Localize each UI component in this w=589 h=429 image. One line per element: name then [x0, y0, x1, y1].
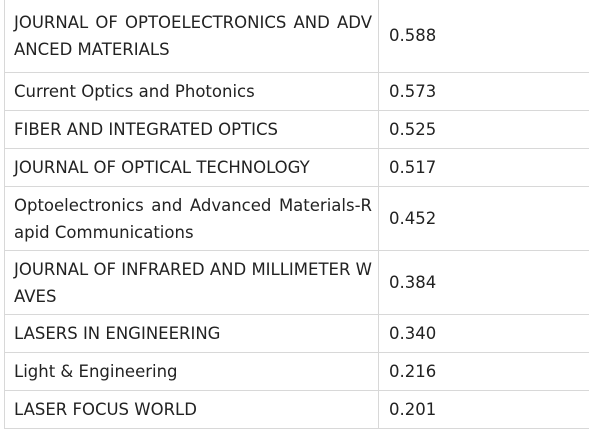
journal-score-cell: 0.216: [379, 353, 589, 391]
table-row: Optoelectronics and Advanced Materials-R…: [5, 187, 589, 251]
journal-name-cell: LASERS IN ENGINEERING: [5, 315, 379, 353]
journal-name-cell: JOURNAL OF OPTOELECTRONICS AND ADVANCED …: [5, 0, 379, 73]
journal-score-cell: 0.588: [379, 0, 589, 73]
journal-name-cell: Optoelectronics and Advanced Materials-R…: [5, 187, 379, 251]
journal-name-cell: LASER FOCUS WORLD: [5, 391, 379, 429]
journal-score-cell: 0.201: [379, 391, 589, 429]
table-row: JOURNAL OF OPTOELECTRONICS AND ADVANCED …: [5, 0, 589, 73]
journal-name-cell: JOURNAL OF OPTICAL TECHNOLOGY: [5, 149, 379, 187]
journal-name-cell: Light & Engineering: [5, 353, 379, 391]
journal-score-cell: 0.517: [379, 149, 589, 187]
table-row: JOURNAL OF OPTICAL TECHNOLOGY 0.517: [5, 149, 589, 187]
table-row: LASERS IN ENGINEERING 0.340: [5, 315, 589, 353]
journal-name-cell: JOURNAL OF INFRARED AND MILLIMETER WAVES: [5, 251, 379, 315]
journal-score-cell: 0.573: [379, 73, 589, 111]
journal-score-cell: 0.340: [379, 315, 589, 353]
journal-score-cell: 0.525: [379, 111, 589, 149]
table-row: Light & Engineering 0.216: [5, 353, 589, 391]
journal-score-table: JOURNAL OF OPTOELECTRONICS AND ADVANCED …: [4, 0, 589, 429]
journal-score-cell: 0.452: [379, 187, 589, 251]
journal-score-cell: 0.384: [379, 251, 589, 315]
journal-name-cell: FIBER AND INTEGRATED OPTICS: [5, 111, 379, 149]
journal-name-cell: Current Optics and Photonics: [5, 73, 379, 111]
table-row: LASER FOCUS WORLD 0.201: [5, 391, 589, 429]
table-row: JOURNAL OF INFRARED AND MILLIMETER WAVES…: [5, 251, 589, 315]
table-row: FIBER AND INTEGRATED OPTICS 0.525: [5, 111, 589, 149]
table-row: Current Optics and Photonics 0.573: [5, 73, 589, 111]
